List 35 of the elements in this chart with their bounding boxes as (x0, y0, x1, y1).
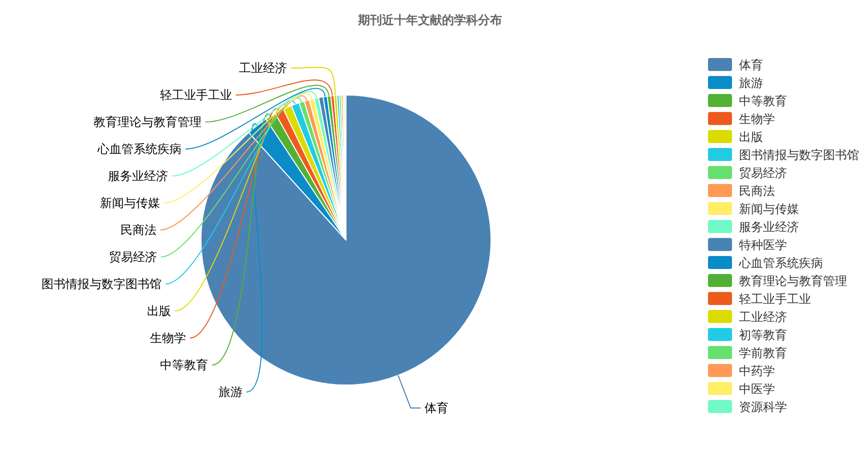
legend-label: 生物学 (739, 112, 775, 126)
legend-label: 服务业经济 (739, 220, 799, 234)
legend-label: 图书情报与数字图书馆 (739, 148, 859, 162)
legend-label: 中药学 (739, 364, 775, 378)
data-label: 教育理论与教育管理 (94, 115, 202, 129)
data-label: 民商法 (120, 223, 156, 237)
data-label: 出版 (147, 304, 172, 318)
legend-label: 初等教育 (739, 328, 787, 342)
data-label: 心血管系统疾病 (96, 142, 182, 156)
data-label: 生物学 (150, 331, 186, 345)
data-label: 工业经济 (239, 61, 288, 75)
data-label: 旅游 (218, 385, 242, 399)
legend-label: 工业经济 (739, 310, 787, 324)
data-label: 新闻与传媒 (100, 196, 160, 210)
legend-label: 新闻与传媒 (739, 202, 799, 216)
data-label: 服务业经济 (108, 169, 168, 183)
legend-label: 出版 (739, 130, 763, 144)
legend-label: 学前教育 (739, 346, 787, 360)
data-label: 贸易经济 (108, 250, 157, 264)
legend-label: 资源科学 (739, 400, 787, 414)
legend-label: 旅游 (739, 76, 763, 90)
legend-label: 中医学 (739, 382, 775, 396)
legend-label: 民商法 (739, 184, 775, 198)
legend-label: 特种医学 (739, 238, 787, 252)
legend-label: 贸易经济 (739, 166, 787, 180)
legend-label: 中等教育 (739, 94, 787, 108)
legend-label: 心血管系统疾病 (738, 256, 823, 270)
chart-title: 期刊近十年文献的学科分布 (357, 13, 502, 27)
legend-label: 轻工业手工业 (739, 292, 811, 306)
data-label: 中等教育 (160, 358, 208, 372)
legend-label: 教育理论与教育管理 (739, 274, 847, 288)
data-label: 图书情报与数字图书馆 (42, 277, 162, 291)
data-label: 轻工业手工业 (160, 88, 232, 102)
data-label: 体育 (424, 400, 449, 415)
legend-label: 体育 (739, 58, 763, 72)
